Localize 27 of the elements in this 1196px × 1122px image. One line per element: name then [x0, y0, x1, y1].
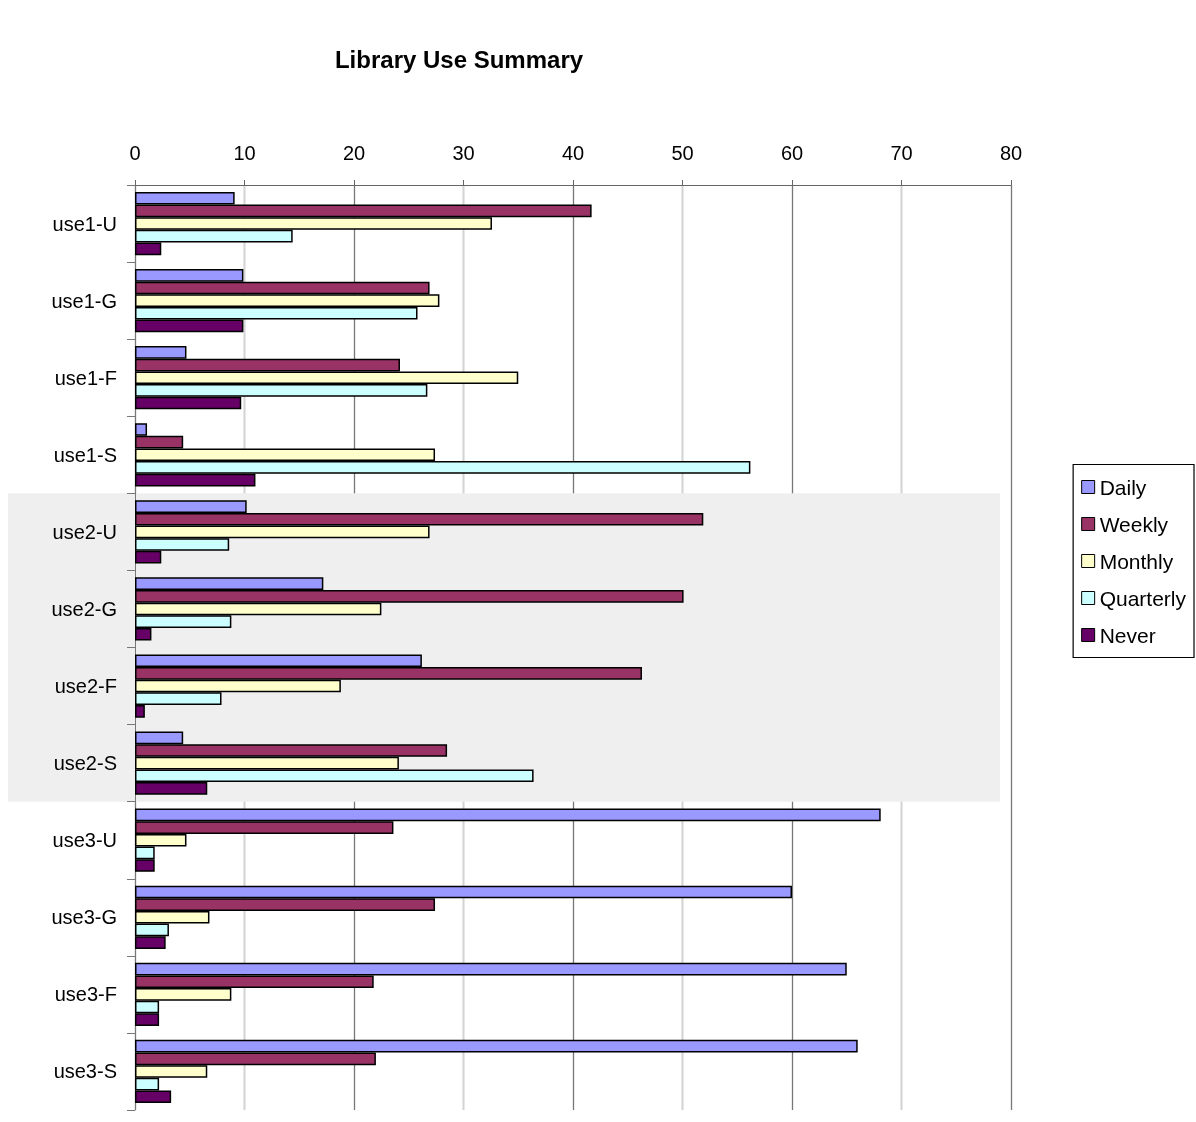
x-tick-label: 30: [452, 142, 475, 164]
x-tick-label: 0: [129, 142, 141, 164]
y-tick-label: use3-U: [52, 829, 117, 852]
x-tick-label: 60: [780, 142, 804, 164]
y-tick-label: use1-F: [54, 366, 117, 389]
x-tick-label: 20: [342, 142, 366, 164]
y-tick-label: use3-F: [54, 983, 117, 1006]
legend-label: Never: [1099, 623, 1156, 647]
y-tick-label: use2-U: [52, 520, 117, 543]
y-tick-label: use3-G: [51, 906, 117, 929]
legend-label: Quarterly: [1099, 586, 1187, 610]
x-tick-label: 80: [999, 142, 1023, 164]
y-tick-label: use2-G: [51, 597, 117, 620]
y-tick-label: use1-G: [51, 289, 117, 312]
y-tick-label: use2-S: [53, 752, 117, 775]
y-tick-label: use1-U: [52, 212, 117, 235]
chart-title: Library Use Summary: [334, 45, 584, 73]
y-tick-label: use3-S: [53, 1060, 117, 1083]
legend-label: Daily: [1099, 475, 1147, 499]
x-tick-label: 50: [671, 142, 694, 164]
y-tick-label: use2-F: [54, 675, 117, 698]
x-tick-label: 40: [561, 142, 585, 164]
x-tick-label: 70: [890, 142, 913, 164]
legend-label: Monthly: [1099, 549, 1174, 573]
legend-label: Weekly: [1099, 512, 1169, 536]
x-tick-label: 10: [233, 142, 256, 164]
y-tick-label: use1-S: [53, 443, 117, 466]
